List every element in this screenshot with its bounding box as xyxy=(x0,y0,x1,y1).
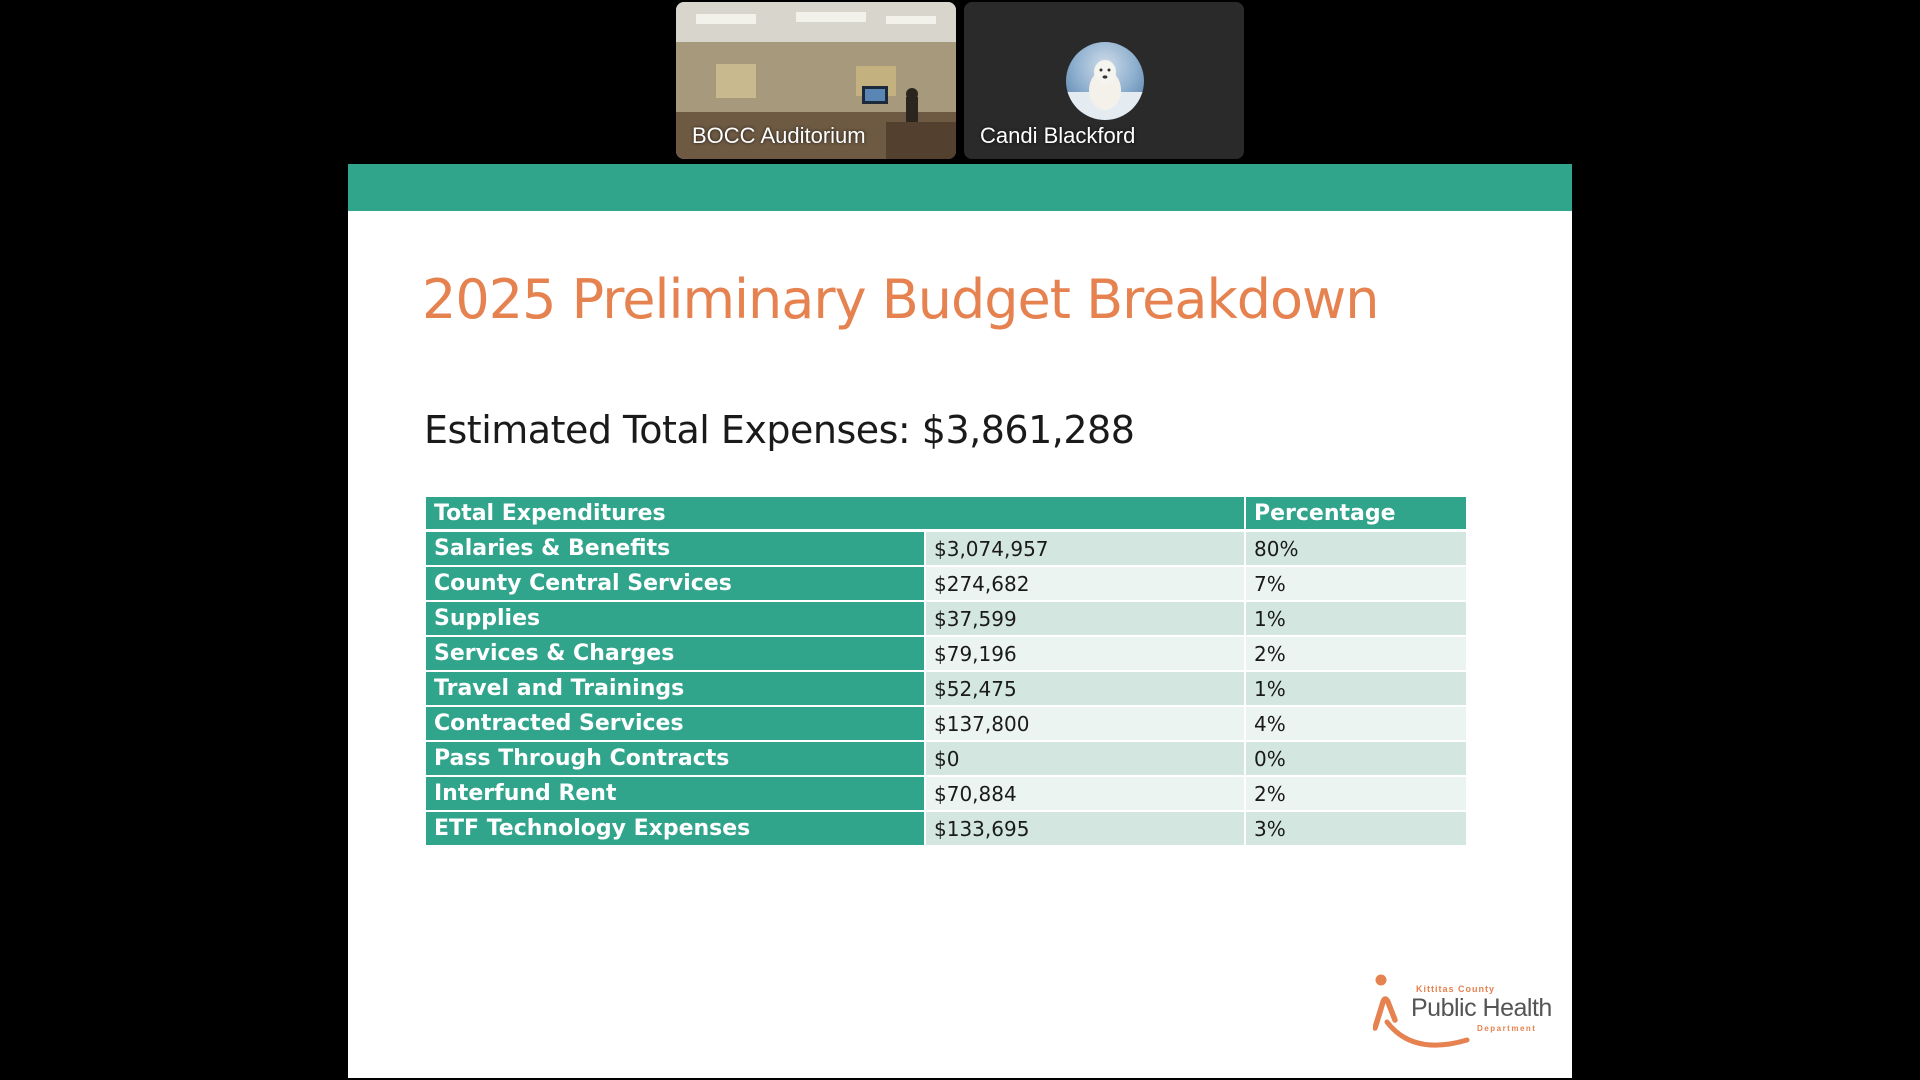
row-label: County Central Services xyxy=(426,567,926,602)
row-percent: 80% xyxy=(1246,532,1466,567)
row-amount: $137,800 xyxy=(926,707,1246,742)
row-label: Interfund Rent xyxy=(426,777,926,812)
row-amount: $79,196 xyxy=(926,637,1246,672)
logo-name-text: Public Health xyxy=(1411,994,1552,1022)
row-percent: 0% xyxy=(1246,742,1466,777)
public-health-logo-icon xyxy=(1373,974,1470,1048)
row-label: Supplies xyxy=(426,602,926,637)
row-label: Contracted Services xyxy=(426,707,926,742)
public-health-logo: Kittitas County Public Health Department xyxy=(1373,970,1553,1060)
table-row: Salaries & Benefits $3,074,957 80% xyxy=(426,532,1466,567)
table-row: Travel and Trainings $52,475 1% xyxy=(426,672,1466,707)
table-row: Pass Through Contracts $0 0% xyxy=(426,742,1466,777)
row-label: Salaries & Benefits xyxy=(426,532,926,567)
shared-slide: 2025 Preliminary Budget Breakdown Estima… xyxy=(348,164,1572,1078)
table-row: Supplies $37,599 1% xyxy=(426,602,1466,637)
participant-tile-room[interactable]: BOCC Auditorium xyxy=(676,2,956,159)
row-label: ETF Technology Expenses xyxy=(426,812,926,847)
row-amount: $3,074,957 xyxy=(926,532,1246,567)
participant-name: BOCC Auditorium xyxy=(692,123,866,148)
row-percent: 3% xyxy=(1246,812,1466,847)
row-percent: 1% xyxy=(1246,672,1466,707)
table-row: Interfund Rent $70,884 2% xyxy=(426,777,1466,812)
row-percent: 2% xyxy=(1246,637,1466,672)
room-video-feed xyxy=(676,2,956,159)
table-header-expenditures: Total Expenditures xyxy=(426,497,1246,532)
dog-avatar-icon xyxy=(1066,60,1144,120)
row-amount: $37,599 xyxy=(926,602,1246,637)
budget-table: Total Expenditures Percentage Salaries &… xyxy=(426,497,1466,847)
slide-title: 2025 Preliminary Budget Breakdown xyxy=(422,268,1379,331)
table-row: ETF Technology Expenses $133,695 3% xyxy=(426,812,1466,847)
slide-subtitle: Estimated Total Expenses: $3,861,288 xyxy=(424,408,1135,452)
row-amount: $70,884 xyxy=(926,777,1246,812)
logo-county-text: Kittitas County xyxy=(1416,984,1495,994)
row-percent: 7% xyxy=(1246,567,1466,602)
logo-department-text: Department xyxy=(1477,1024,1537,1033)
row-percent: 1% xyxy=(1246,602,1466,637)
table-row: County Central Services $274,682 7% xyxy=(426,567,1466,602)
row-percent: 2% xyxy=(1246,777,1466,812)
participant-avatar xyxy=(1066,42,1144,120)
slide-header-band xyxy=(348,164,1572,211)
participant-name: Candi Blackford xyxy=(980,123,1136,148)
table-header-percentage: Percentage xyxy=(1246,497,1466,532)
row-amount: $52,475 xyxy=(926,672,1246,707)
row-amount: $274,682 xyxy=(926,567,1246,602)
participant-tile-person[interactable]: Candi Blackford xyxy=(964,2,1244,159)
row-label: Services & Charges xyxy=(426,637,926,672)
row-amount: $133,695 xyxy=(926,812,1246,847)
row-label: Travel and Trainings xyxy=(426,672,926,707)
row-amount: $0 xyxy=(926,742,1246,777)
table-row: Contracted Services $137,800 4% xyxy=(426,707,1466,742)
table-header-row: Total Expenditures Percentage xyxy=(426,497,1466,532)
table-row: Services & Charges $79,196 2% xyxy=(426,637,1466,672)
row-percent: 4% xyxy=(1246,707,1466,742)
row-label: Pass Through Contracts xyxy=(426,742,926,777)
